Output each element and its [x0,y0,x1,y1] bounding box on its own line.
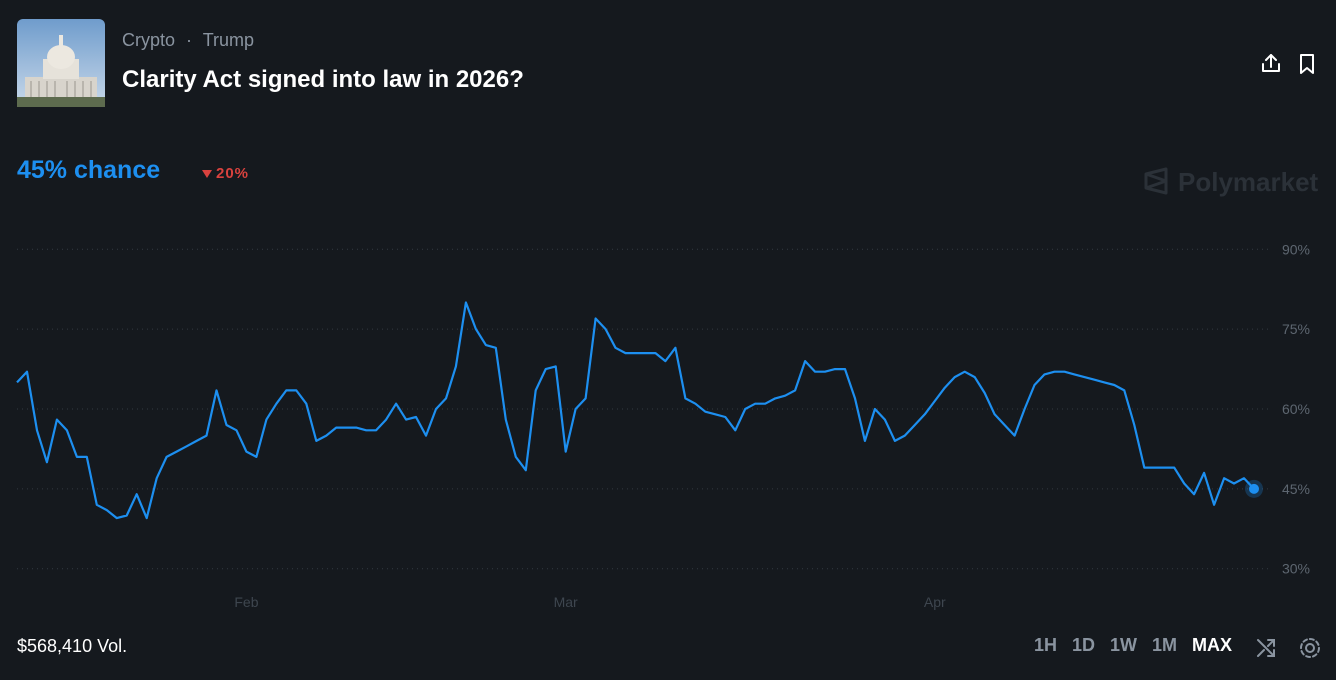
tag[interactable]: Trump [202,30,255,50]
change-indicator: 20% [201,165,249,182]
range-button[interactable]: 1M [1151,635,1177,655]
watermark-logo [1144,167,1168,195]
market-title: Clarity Act signed into law in 2026? [122,66,524,93]
shuffle-button[interactable] [1257,639,1275,657]
settings-button[interactable] [1300,638,1320,658]
y-tick-label: 60% [1282,401,1310,417]
range-selector: 1H 1D 1W 1M MAX [1034,635,1232,656]
chart-tools [1257,638,1320,658]
y-tick-label: 75% [1282,321,1310,337]
category[interactable]: Crypto [122,30,176,50]
header-actions [1262,54,1314,74]
down-arrow [202,170,212,178]
market-image [17,19,105,107]
y-tick-label: 90% [1282,241,1310,257]
share-button[interactable] [1262,54,1280,72]
x-tick-label: Feb [234,594,258,610]
headline-chance: 45% chance [17,156,161,184]
range-button[interactable]: MAX [1192,635,1232,655]
range-button[interactable]: 1H [1033,635,1057,655]
price-line [16,301,1255,520]
watermark: Polymarket [1142,167,1318,198]
watermark-text: Polymarket [1178,167,1319,197]
breadcrumbs: Crypto · Trump [122,30,260,51]
bookmark-button[interactable] [1300,54,1314,74]
x-tick-label: Mar [554,594,578,610]
range-button[interactable]: 1W [1109,635,1137,655]
price-chart: 30% 45% 60% 75% 90% Feb Mar Apr [16,241,1310,610]
separator: · [186,30,193,50]
volume: $568,410 Vol. [17,636,128,656]
range-button[interactable]: 1D [1071,635,1095,655]
change-value: 20% [216,165,250,182]
y-tick-label: 45% [1282,481,1310,497]
current-point [1249,483,1259,494]
x-tick-label: Apr [924,594,946,610]
y-tick-label: 30% [1282,561,1310,577]
